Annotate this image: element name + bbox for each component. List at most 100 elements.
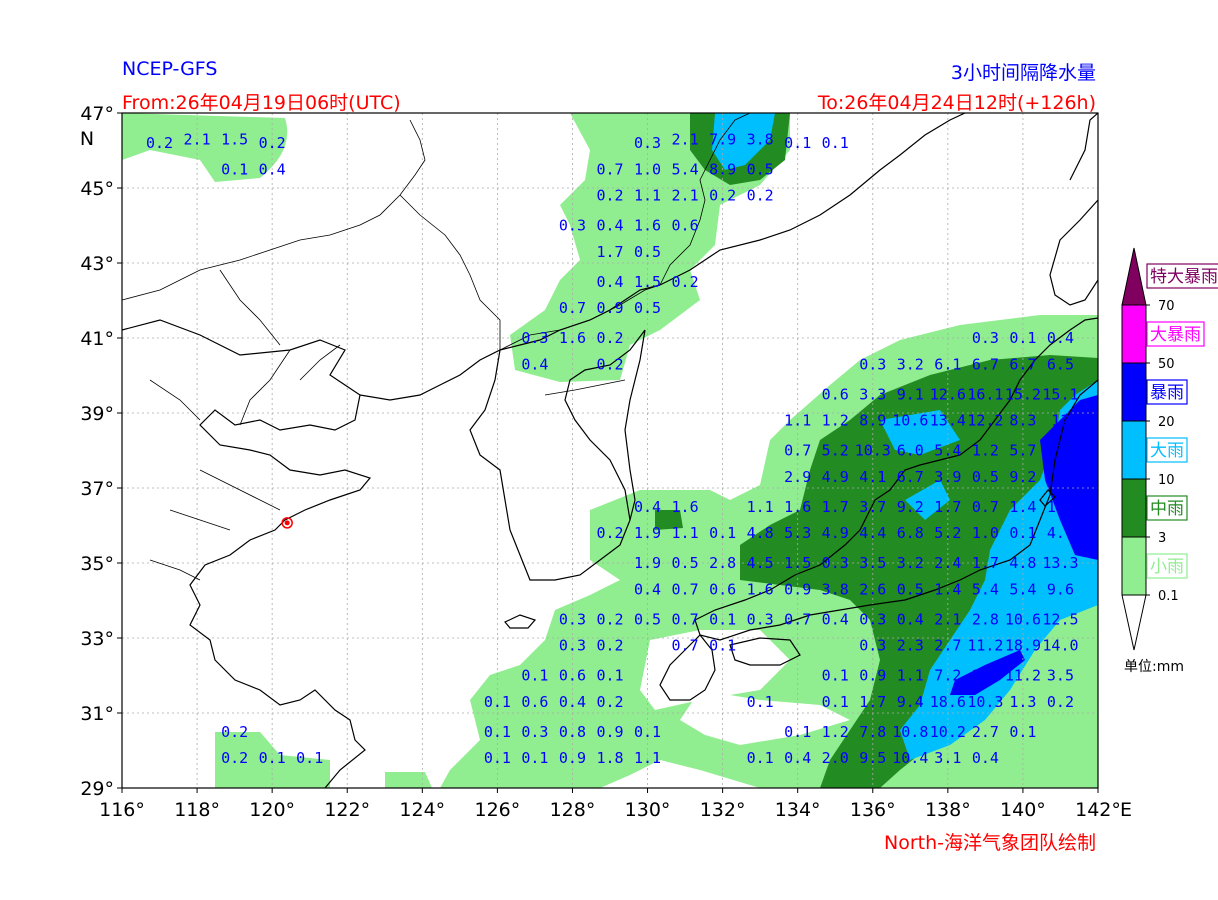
precip-value: 0.5 [672,554,699,572]
sakhalin [1069,113,1098,181]
precip-value: 6.5 [1047,355,1074,373]
lon-tick-label: 142° [1075,799,1121,821]
legend-threshold-label: 20 [1158,415,1175,430]
precip-value: 1.9 [634,554,661,572]
legend-category-box [1146,379,1188,405]
precip-value: 10.6 [892,412,928,430]
legend-threshold-label: 3 [1158,531,1166,546]
precip-value: 0.7 [784,610,811,628]
precip-value: 0.1 [747,693,774,711]
axes: 116° 118° 120° 122° 124° 126° 128° 130° 132° 134°… [80,103,1132,821]
precip-value: 0.9 [559,749,586,767]
lon-tick-label: 120° [249,799,295,821]
precip-value: 0.2 [672,273,699,291]
legend-threshold-label: 10 [1158,473,1175,488]
precip-value: 0.2 [596,637,623,655]
precip-value: 10.3 [967,693,1003,711]
lat-tick-label: 45° [80,178,114,200]
rainstorm-shading [950,395,1098,695]
precip-value: 3.2 [897,554,924,572]
lon-tick-label: 118° [174,799,220,821]
lon-tick-label: 124° [399,799,445,821]
precip-value: 5.7 [1009,442,1036,460]
lon-tick-label: 130° [625,799,671,821]
precip-value: 6.8 [897,524,924,542]
precip-value: 3.3 [859,385,886,403]
precip-value: 0.4 [1047,329,1074,347]
lat-tick-label: 39° [80,403,114,425]
precip-value: 6.7 [972,355,999,373]
precip-value: 0.2 [596,187,623,205]
precip-value: 2.8 [972,610,999,628]
precip-value: 1.9 [634,524,661,542]
precip-value: 18.9 [1005,637,1041,655]
precip-value: 0.3 [747,610,774,628]
legend-category-label: 大暴雨 [1150,325,1201,345]
liaodong-coast [359,284,661,401]
precip-value: 13.4 [930,412,966,430]
precip-value: 11.2 [967,637,1003,655]
precip-value: 6.7 [1009,355,1036,373]
precip-value: 0.1 [1009,723,1036,741]
precip-value: 0.3 [972,329,999,347]
precip-value: 4.4 [859,524,886,542]
precip-value: 0.6 [672,217,699,235]
precip-value: 5.2 [822,442,849,460]
precip-value: 5.4 [672,160,699,178]
precip-value: 6.1 [934,355,961,373]
precip-value: 8.9 [709,160,736,178]
precip-value: 0.1 [484,723,511,741]
precip-value: 3.8 [747,130,774,148]
legend-category-label: 暴雨 [1150,383,1184,403]
precip-value: 0.2 [596,693,623,711]
precip-value: 7.2 [934,667,961,685]
precip-value: 0.1 [1009,524,1036,542]
precip-value: 0.1 [296,749,323,767]
precip-value: 1.5 [221,130,248,148]
precip-value: 5.3 [784,524,811,542]
precip-value: 0.3 [559,217,586,235]
precip-value: 0.1 [521,667,548,685]
precip-value: 9.2 [897,498,924,516]
precip-value: 5.4 [972,580,999,598]
lat-tick-label: 33° [80,628,114,650]
legend-band [1121,536,1147,596]
precip-value: 5.4 [1009,580,1036,598]
precip-value: 1.7 [934,498,961,516]
precip-value: 0.6 [822,385,849,403]
precip-value: 1.1 [634,749,661,767]
precip-value: 0.7 [596,160,623,178]
legend-category-box [1146,321,1205,347]
precip-value: 0.6 [521,693,548,711]
legend-band [1121,420,1147,480]
precip-value: 4.9 [822,468,849,486]
korea-coast-east [624,329,646,521]
precip-value: 3.8 [822,580,849,598]
coastlines [122,113,1098,788]
russia-coast [659,113,966,286]
precip-value: 0.1 [1009,329,1036,347]
precip-value: 1.5 [784,554,811,572]
precip-value: 0.2 [221,749,248,767]
lon-tick-label: 138° [925,799,971,821]
precip-value: 11.2 [1005,667,1041,685]
precip-value: 1.2 [822,723,849,741]
lat-tick-label: 47° [80,103,114,125]
legend-band-top [1121,247,1147,306]
precip-value: 2.2 [972,667,999,685]
precip-value: 2.1 [934,610,961,628]
precip-value: 0.4 [521,355,548,373]
legend-category-box [1146,553,1188,579]
precip-value: 0.8 [559,723,586,741]
lat-tick-label: 37° [80,478,114,500]
inner-mongolia-border [399,194,501,350]
lon-tick-label: 126° [475,799,521,821]
precip-value: 0.4 [634,498,661,516]
precip-value: 10.2 [930,723,966,741]
heavy-rain-area-mid [905,480,950,520]
precip-value: 0.5 [634,610,661,628]
precip-value: 0.5 [634,299,661,317]
precip-value: 0.7 [559,299,586,317]
precip-value: 4.5 [747,554,774,572]
